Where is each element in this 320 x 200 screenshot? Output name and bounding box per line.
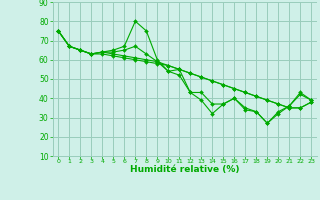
X-axis label: Humidité relative (%): Humidité relative (%) [130,165,240,174]
